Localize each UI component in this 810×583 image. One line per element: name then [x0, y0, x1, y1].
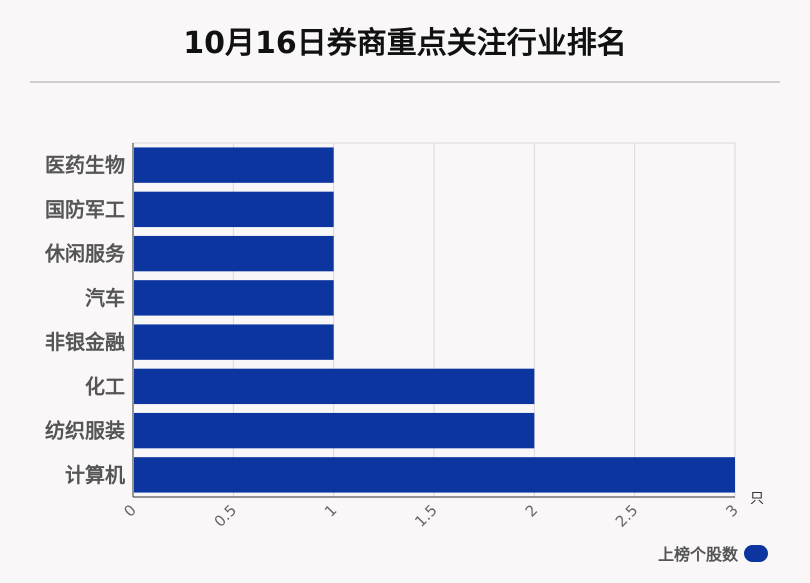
category-label: 化工 — [85, 374, 125, 398]
legend-label: 上榜个股数 — [657, 545, 738, 564]
bar[interactable] — [134, 235, 334, 272]
x-unit-label: 只 — [750, 491, 764, 507]
bar[interactable] — [134, 368, 535, 405]
category-label: 计算机 — [65, 463, 125, 487]
title-divider — [30, 81, 780, 83]
x-tick-label: 1 — [321, 501, 340, 520]
category-label: 汽车 — [85, 286, 125, 310]
x-tick-label: 2.5 — [612, 501, 642, 531]
x-tick-label: 1.5 — [411, 501, 441, 531]
bar[interactable] — [134, 457, 735, 493]
bar[interactable] — [134, 147, 334, 183]
chart-title: 10月16日券商重点关注行业排名 — [183, 26, 627, 61]
legend[interactable]: 上榜个股数 — [658, 541, 768, 565]
category-label: 医药生物 — [45, 153, 125, 177]
x-tick-label: 3 — [722, 501, 741, 520]
bar[interactable] — [134, 324, 334, 360]
bar[interactable] — [134, 412, 535, 449]
bar[interactable] — [134, 191, 334, 228]
x-tick-label: 0 — [120, 501, 139, 520]
legend-swatch — [744, 544, 768, 562]
tick-labels: 0 0.5 1 1.5 2 2.5 3 — [120, 501, 741, 531]
bar[interactable] — [134, 280, 334, 316]
category-label: 纺织服装 — [45, 419, 125, 443]
x-tick-label: 0.5 — [211, 501, 241, 531]
category-label: 非银金融 — [45, 330, 125, 354]
category-label: 休闲服务 — [44, 242, 126, 266]
x-tick-label: 2 — [522, 501, 541, 520]
category-label: 国防军工 — [45, 197, 125, 221]
bars — [134, 147, 735, 493]
